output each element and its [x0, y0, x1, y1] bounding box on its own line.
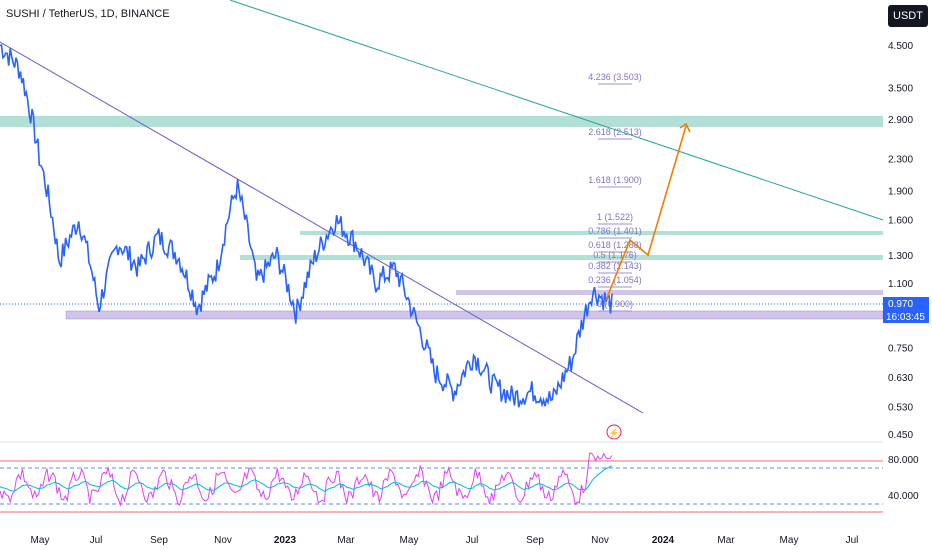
x-tick-label: May	[31, 535, 50, 546]
y-tick-label: 1.600	[888, 216, 913, 227]
x-tick-label: May	[400, 535, 419, 546]
y-tick-label: 0.750	[888, 344, 913, 355]
x-tick-label: 2024	[652, 535, 675, 546]
price-axis-ticks: 4.500 3.500 2.900 2.300 1.900 1.600 1.300 1.100…	[888, 41, 913, 441]
y-tick-label: 1.300	[888, 251, 913, 262]
resistance-zone-lower	[240, 255, 883, 260]
x-tick-label: Sep	[526, 535, 544, 546]
y-tick-label: 4.500	[888, 41, 913, 52]
price-series-line	[0, 44, 613, 408]
fib-levels: 4.236 (3.503) 2.618 (2.513) 1.618 (1.900) 1…	[588, 72, 642, 312]
countdown-badge	[883, 310, 929, 323]
x-tick-label: Jul	[846, 535, 859, 546]
y-tick-label: 1.900	[888, 187, 913, 198]
x-tick-label: Nov	[214, 535, 232, 546]
x-tick-label: Jul	[466, 535, 479, 546]
y-tick-label: 0.450	[888, 430, 913, 441]
price-badge	[883, 297, 929, 310]
price-badge-value: 0.970	[888, 299, 913, 310]
x-tick-label: May	[780, 535, 799, 546]
x-tick-label: Jul	[90, 535, 103, 546]
green-trendline	[229, 0, 884, 221]
fib-level-label: 0.236 (1.054)	[588, 275, 642, 285]
lightning-icon[interactable]	[606, 424, 622, 440]
chart-title: SUSHI / TetherUS, 1D, BINANCE	[6, 8, 170, 20]
lightning-glyph: ⚡	[608, 427, 619, 439]
fib-level-label: 0.382 (1.143)	[588, 261, 642, 271]
fib-level-label: 0.786 (1.401)	[588, 226, 642, 236]
x-tick-label: Mar	[337, 535, 355, 546]
projection-arrowhead	[679, 122, 691, 133]
y-tick-label: 1.100	[888, 279, 913, 290]
chart-pane-bg	[0, 0, 883, 441]
x-tick-label: Sep	[150, 535, 168, 546]
y-tick-label: 0.630	[888, 373, 913, 384]
price-axis-bg	[883, 0, 932, 550]
fib-level-label: 4.236 (3.503)	[588, 72, 642, 82]
rsi-series-line	[0, 452, 613, 507]
fib-level-label: 2.618 (2.513)	[588, 127, 642, 137]
time-axis-ticks: May Jul Sep Nov 2023 Mar May Jul Sep Nov 2024 Mar Ma…	[31, 535, 859, 546]
countdown-value: 16:03:45	[886, 312, 925, 323]
currency-button[interactable]: USDT	[888, 5, 928, 27]
rsi-ma-series-line	[0, 465, 613, 492]
fib-level-label: 0.618 (1.288)	[588, 240, 642, 250]
support-zone-upper	[456, 290, 883, 295]
x-tick-label: Nov	[591, 535, 609, 546]
resistance-zone-mid	[300, 231, 883, 235]
resistance-zone-upper	[0, 116, 883, 127]
x-tick-label: Mar	[717, 535, 735, 546]
support-zone-lower	[65, 310, 884, 320]
descending-trendline	[0, 41, 644, 414]
y-tick-label: 0.530	[888, 402, 913, 413]
x-tick-label: 2023	[274, 535, 297, 546]
y-tick-label: 3.500	[888, 83, 913, 94]
fib-level-label: 0 (0.900)	[597, 299, 633, 309]
rsi-axis-ticks: 80.000 40.000	[888, 455, 919, 502]
rsi-tick-label: 80.000	[888, 455, 919, 466]
y-tick-label: 2.300	[888, 154, 913, 165]
fib-level-label: 1 (1.522)	[597, 212, 633, 222]
fib-level-label: 0.5 (1.176)	[593, 250, 637, 260]
y-tick-label: 2.900	[888, 115, 913, 126]
fib-level-label: 1.618 (1.900)	[588, 175, 642, 185]
projection-arrow	[605, 125, 687, 301]
rsi-tick-label: 40.000	[888, 491, 919, 502]
